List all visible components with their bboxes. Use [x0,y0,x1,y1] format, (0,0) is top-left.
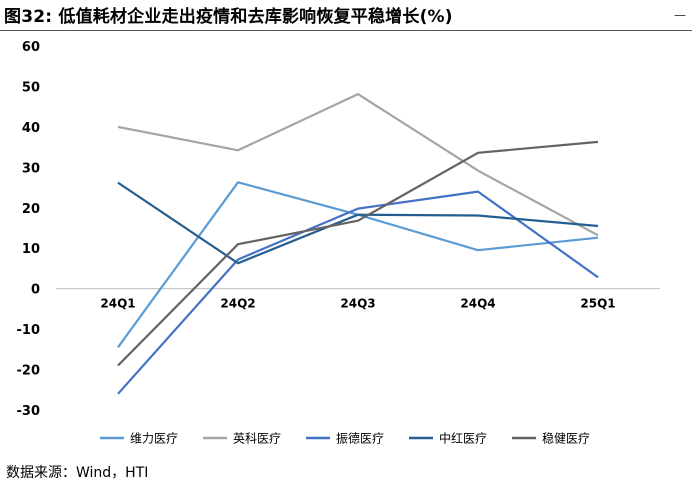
x-tick-label: 24Q3 [340,297,375,311]
legend-item: 英科医疗 [203,432,281,446]
legend-item: 中红医疗 [409,431,487,446]
legend-label: 英科医疗 [233,432,281,446]
y-tick-label: 20 [22,202,40,217]
y-tick-label: -20 [17,364,41,379]
series-line [117,92,599,237]
y-tick-label: -30 [17,404,41,419]
legend-label: 中红医疗 [439,431,487,446]
legend-item: 维力医疗 [100,432,178,446]
series-line [117,190,599,395]
source-note: 数据来源：Wind，HTI [6,465,149,481]
x-tick-label: 24Q4 [460,297,495,311]
line-chart: -30 -20 -10 0 10 20 30 40 50 60 24Q1 24Q2 24Q3 24Q4 2… [17,40,660,446]
legend-item: 稳健医疗 [512,431,590,446]
y-tick-label: -10 [17,323,41,338]
legend-label: 稳健医疗 [542,431,590,446]
legend-label: 维力医疗 [130,432,178,446]
x-tick-label: 24Q2 [220,297,255,311]
series-line [117,140,599,367]
y-tick-label: 60 [22,40,40,55]
title-rule [0,30,692,31]
figure-title: 图32: 低值耗材企业走出疫情和去库影响恢复平稳增长(%) [4,7,453,27]
x-tick-label: 25Q1 [580,297,615,311]
title-dash: — [674,8,686,22]
x-tick-label: 24Q1 [100,297,135,311]
y-tick-label: 30 [22,161,40,176]
series-line [117,181,599,348]
y-tick-label: 10 [22,242,40,257]
y-tick-label: 50 [22,80,40,95]
legend-label: 振德医疗 [336,431,384,446]
y-tick-label: 40 [22,121,40,136]
legend-item: 振德医疗 [306,431,384,446]
series-line [117,181,599,265]
y-tick-label: 0 [31,283,40,298]
